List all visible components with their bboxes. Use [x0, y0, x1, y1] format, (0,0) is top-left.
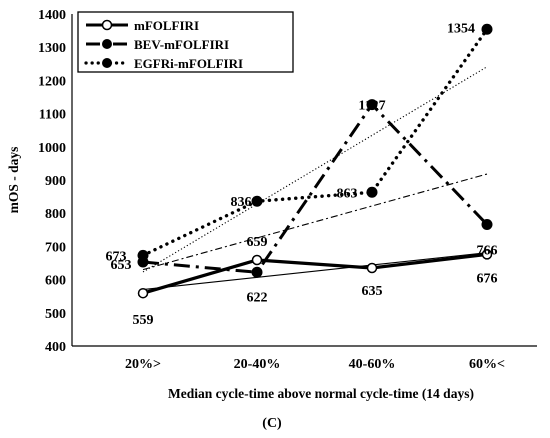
data-point: [251, 195, 263, 207]
legend-label: mFOLFIRI: [134, 18, 199, 33]
legend: mFOLFIRI BEV-mFOLFIRI EGFRi-mFOLFIRI: [77, 11, 294, 73]
y-tick-label: 1100: [39, 108, 66, 123]
x-tick-label: 60%<: [469, 357, 505, 372]
x-tick-label: 20-40%: [234, 357, 281, 372]
data-label: 1354: [447, 21, 475, 36]
data-point: [137, 249, 149, 261]
y-tick-label: 1200: [38, 74, 66, 89]
legend-swatch-marker: [101, 19, 113, 31]
x-axis-title: Median cycle-time above normal cycle-tim…: [168, 386, 474, 401]
legend-box: [77, 11, 294, 73]
data-point: [366, 99, 378, 111]
y-tick-label: 800: [45, 207, 66, 222]
legend-label: BEV-mFOLFIRI: [134, 37, 229, 52]
data-markers: [137, 23, 493, 299]
data-point: [366, 186, 378, 198]
legend-swatch-marker: [102, 58, 112, 68]
data-label: 559: [133, 313, 154, 328]
data-label: 766: [477, 243, 498, 258]
trendline-0: [142, 252, 488, 291]
data-label: 836: [231, 195, 252, 210]
x-axis: 20%> 20-40% 40-60% 60%<: [72, 345, 537, 372]
data-point: [137, 287, 149, 299]
legend-label: EGFRi-mFOLFIRI: [134, 56, 243, 71]
y-tick-label: 500: [45, 307, 66, 322]
series-line-0: [142, 252, 488, 295]
figure-caption: (C): [262, 416, 282, 431]
y-tick-labels: 400 500 600 700 800 900 1000 1100 1200 1300 1400: [38, 8, 66, 355]
data-label: 653: [111, 258, 132, 273]
data-label: 622: [247, 290, 268, 305]
y-axis-title: mOS - days: [6, 147, 21, 214]
x-tick-label: 20%>: [125, 357, 161, 372]
data-labels: 559 659 635 676 653 622 1127 766 673 836 863 1354: [106, 21, 498, 328]
data-point: [366, 262, 378, 274]
trendline-2: [142, 66, 488, 273]
y-tick-label: 700: [45, 240, 66, 255]
trendline-1: [142, 173, 488, 271]
y-tick-label: 900: [45, 174, 66, 189]
y-tick-label: 1300: [38, 41, 66, 56]
data-label: 635: [362, 284, 383, 299]
y-tick-label: 400: [45, 340, 66, 355]
x-tick-label: 40-60%: [349, 357, 396, 372]
data-point: [481, 23, 493, 35]
data-point: [251, 254, 263, 266]
data-point: [481, 249, 493, 260]
data-label: 863: [337, 186, 358, 201]
series-lines: [141, 27, 489, 295]
legend-swatch-marker: [102, 39, 112, 49]
y-tick-label: 1000: [38, 141, 66, 156]
y-axis: 400 500 600 700 800 900 1000 1100 1200 1300 1400: [38, 8, 73, 355]
y-tick-label: 1400: [38, 8, 66, 23]
series-line-2: [141, 27, 489, 258]
data-point: [481, 218, 493, 230]
data-label: 676: [477, 271, 498, 286]
data-point: [251, 266, 263, 278]
data-label: 659: [247, 235, 268, 250]
legend-item-mfolfiri: mFOLFIRI: [86, 18, 199, 33]
data-label: 673: [106, 249, 127, 264]
legend-item-egfri-mfolfiri: EGFRi-mFOLFIRI: [84, 56, 243, 71]
trendlines: [142, 66, 488, 291]
data-label: 1127: [358, 99, 385, 114]
x-tick-labels: 20%> 20-40% 40-60% 60%<: [125, 357, 505, 372]
y-tick-label: 600: [45, 274, 66, 289]
legend-item-bev-mfolfiri: BEV-mFOLFIRI: [86, 37, 229, 52]
